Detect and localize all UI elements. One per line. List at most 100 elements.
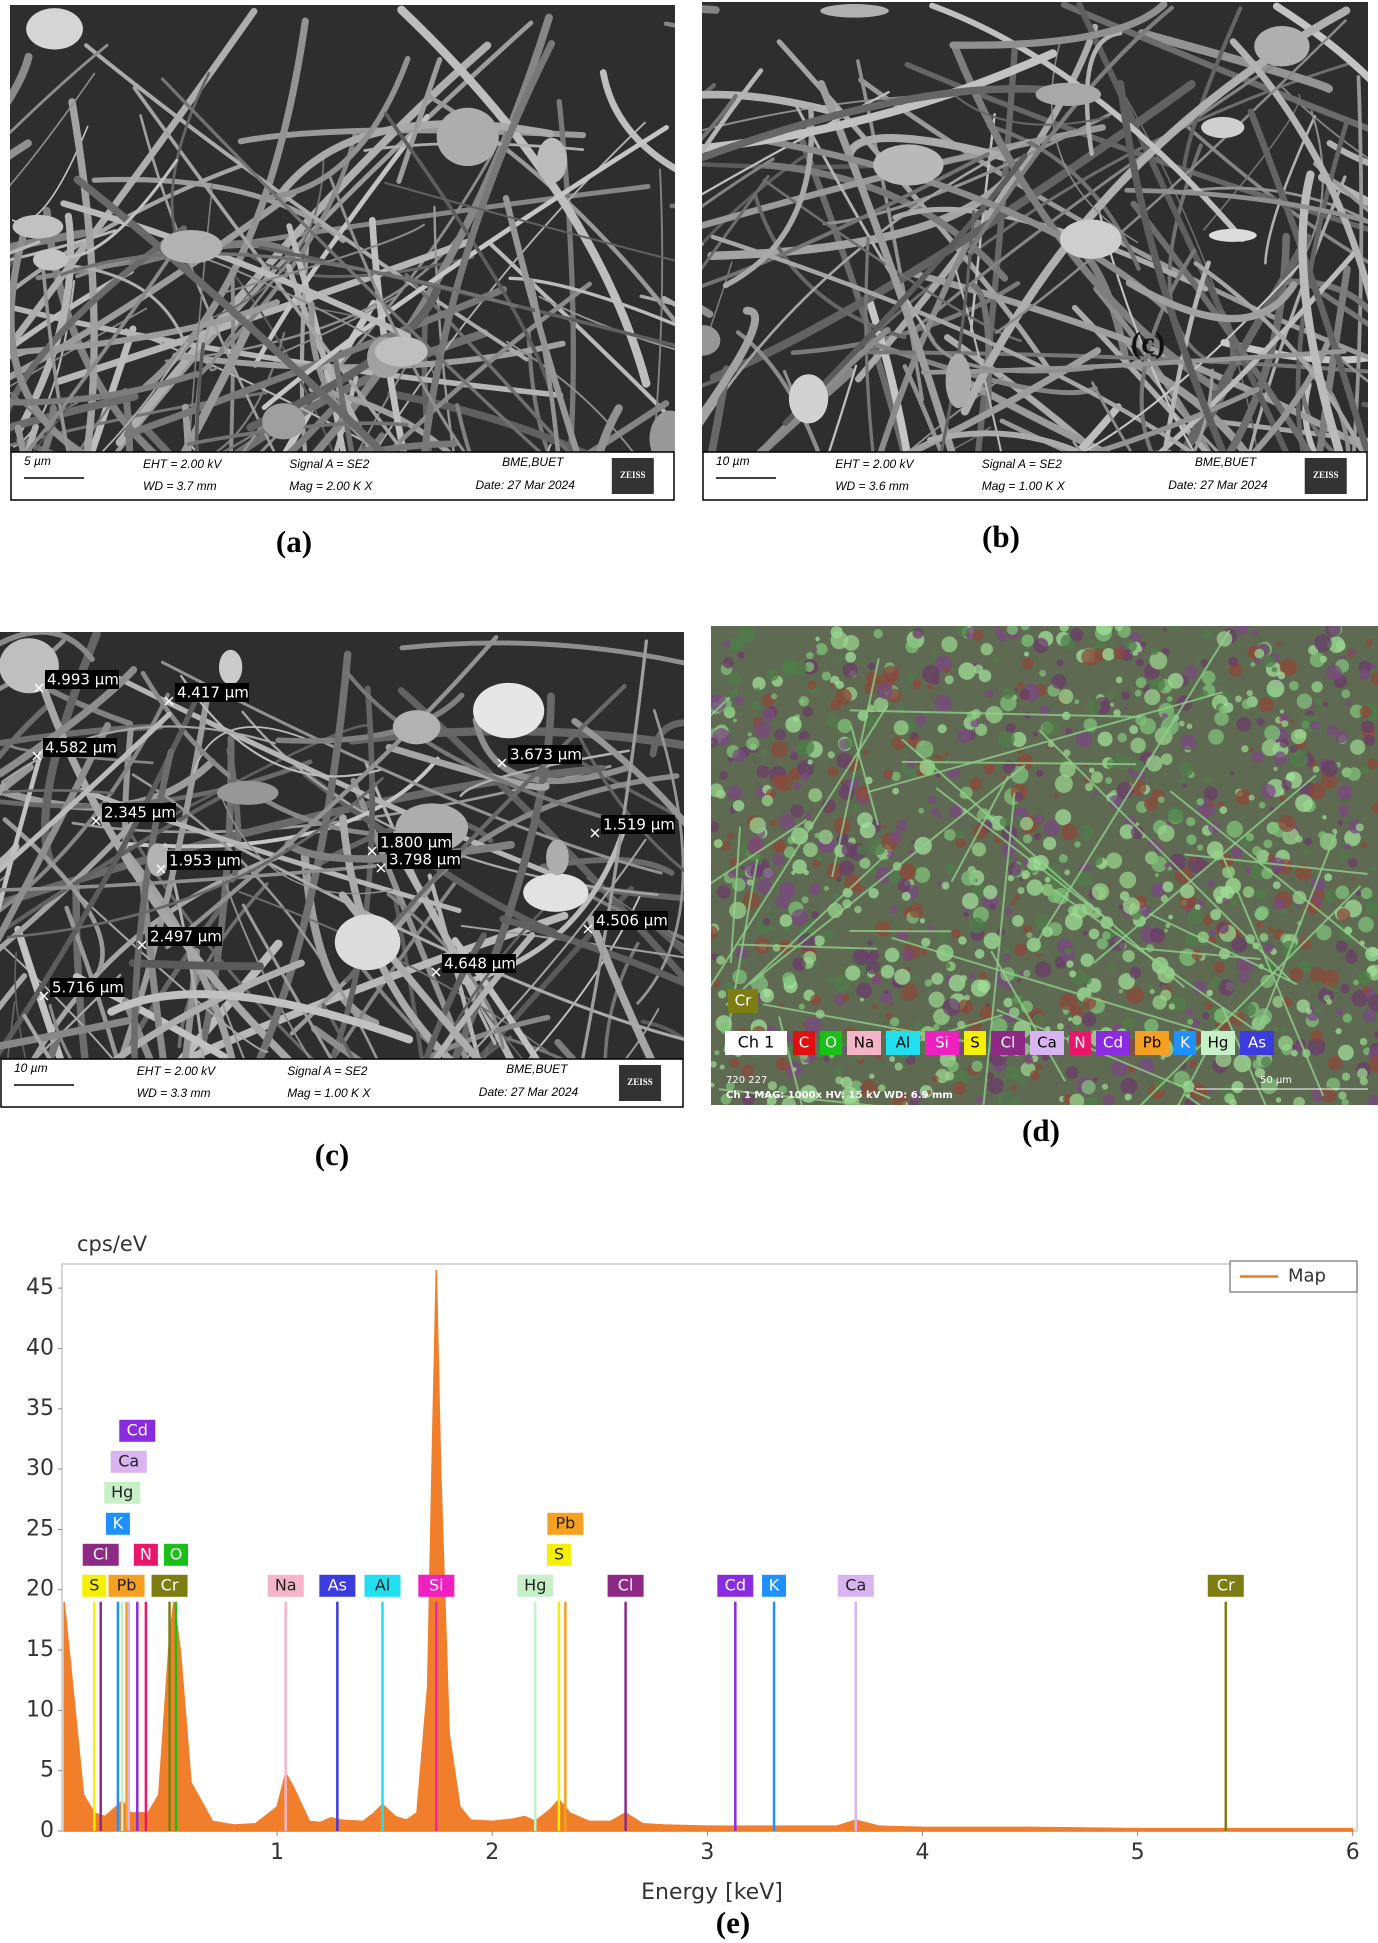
map-fiber (850, 725, 880, 826)
map-pixel (1286, 772, 1296, 782)
map-pixel (1360, 765, 1369, 774)
map-pixel (729, 901, 747, 920)
map-pixel (956, 626, 969, 637)
map-element-label: Na (854, 1034, 874, 1052)
y-tick-label: 40 (26, 1335, 54, 1360)
map-pixel (958, 999, 974, 1015)
map-pixel (772, 839, 786, 853)
map-pixel (950, 1056, 956, 1061)
map-pixel (711, 821, 720, 833)
sem-image (702, 2, 1368, 452)
map-pixel (960, 974, 968, 982)
map-pixel (979, 1006, 995, 1021)
fiber (827, 62, 1351, 379)
map-pixel (816, 855, 822, 862)
map-pixel (1222, 897, 1228, 904)
brand-box (619, 1065, 662, 1101)
map-fiber (1148, 912, 1298, 986)
fiber (285, 263, 376, 452)
fiber (702, 68, 764, 156)
map-pixel (1063, 1009, 1069, 1015)
map-pixel (1070, 628, 1084, 642)
map-pixel (1122, 949, 1135, 963)
map-pixel (1044, 876, 1051, 883)
panel-label: (b) (982, 519, 1020, 554)
map-pixel (1362, 1009, 1377, 1023)
map-pixel (1208, 929, 1216, 937)
map-pixel (1360, 887, 1373, 900)
map-pixel (1373, 1030, 1378, 1039)
map-fiber (725, 851, 889, 1006)
fiber (595, 404, 623, 452)
map-pixel (798, 696, 810, 707)
map-pixel (1167, 806, 1185, 823)
fiber (259, 55, 411, 201)
map-pixel (713, 839, 723, 848)
map-pixel (1166, 696, 1173, 702)
map-pixel (791, 908, 809, 926)
fiber (130, 834, 315, 1059)
map-pixel (827, 766, 839, 778)
map-pixel (899, 863, 917, 880)
panel-label: (c) (315, 1137, 349, 1172)
fiber (649, 719, 684, 758)
map-pixel (892, 787, 900, 795)
map-pixel (889, 830, 903, 844)
map-pixel (812, 859, 821, 868)
map-pixel (971, 1060, 983, 1072)
map-pixel (827, 977, 834, 983)
map-pixel (1092, 1077, 1098, 1083)
map-pixel (1336, 1008, 1344, 1016)
map-pixel (1258, 801, 1266, 809)
measurement-label: 5.716 µm (52, 979, 124, 997)
fiber (180, 674, 382, 778)
fiber (451, 937, 541, 1059)
element-chip (364, 1574, 401, 1597)
fiber (52, 262, 186, 344)
fiber (346, 671, 633, 827)
map-pixel (1162, 713, 1168, 719)
map-pixel (1119, 891, 1130, 901)
eht: EHT = 2.00 kV (143, 457, 222, 471)
fiber (586, 915, 656, 1059)
map-pixel (814, 832, 821, 839)
map-pixel (1179, 1061, 1187, 1070)
map-pixel (1249, 747, 1254, 753)
fiber (1084, 30, 1123, 156)
map-pixel (921, 937, 931, 947)
map-pixel (961, 870, 977, 886)
map-element-label: Pb (1143, 1034, 1162, 1052)
map-pixel (1335, 1028, 1342, 1035)
fiber (338, 891, 483, 1059)
map-element-chip (991, 1031, 1025, 1055)
map-pixel (865, 959, 881, 975)
map-pixel (1359, 1037, 1368, 1046)
map-pixel (1254, 1067, 1266, 1079)
fiber (508, 276, 675, 327)
measurement-cross (137, 940, 147, 950)
fiber (107, 990, 414, 1044)
measurement-label: 1.953 µm (169, 852, 241, 870)
map-pixel (975, 723, 988, 736)
map-pixel (1214, 711, 1229, 726)
fiber (321, 1003, 355, 1059)
map-pixel (856, 844, 867, 855)
map-pixel (798, 1003, 805, 1010)
map-pixel (1255, 905, 1270, 920)
map-pixel (1201, 689, 1209, 697)
map-pixel (723, 640, 732, 648)
map-pixel (889, 1001, 894, 1006)
map-pixel (1074, 699, 1080, 705)
map-pixel (830, 682, 835, 687)
map-pixel (1311, 681, 1323, 693)
element-label: Hg (524, 1575, 546, 1594)
fiber (77, 893, 269, 1053)
map-pixel (1065, 1066, 1079, 1080)
fiber (652, 168, 664, 452)
map-pixel (778, 813, 795, 830)
map-pixel (947, 1060, 959, 1073)
fiber (575, 729, 684, 873)
map-pixel (871, 975, 882, 985)
map-pixel (741, 1064, 755, 1078)
map-pixel (1115, 676, 1123, 684)
